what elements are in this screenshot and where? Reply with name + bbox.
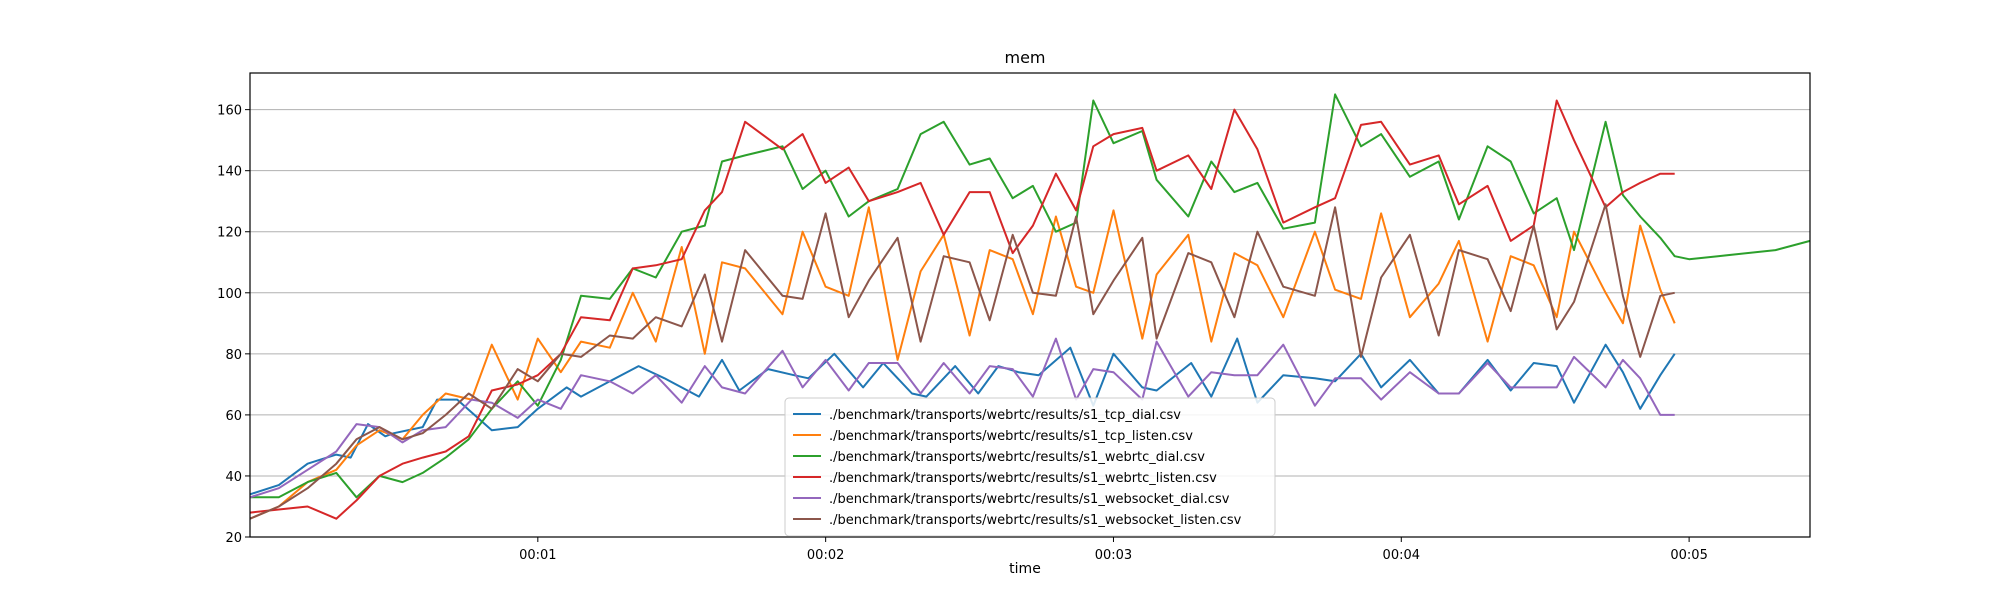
y-tick-label: 140 <box>217 165 242 180</box>
legend-box <box>784 397 1276 537</box>
y-tick-label: 40 <box>225 470 242 485</box>
x-tick-label: 00:05 <box>1670 548 1707 563</box>
legend: ./benchmark/transports/webrtc/results/s1… <box>784 397 1276 537</box>
x-tick-label: 00:01 <box>519 548 556 563</box>
legend-label-5: ./benchmark/transports/webrtc/results/s1… <box>829 492 1230 507</box>
x-tick-label: 00:02 <box>807 548 844 563</box>
legend-label-4: ./benchmark/transports/webrtc/results/s1… <box>829 471 1217 486</box>
x-axis-label: time <box>1009 561 1041 577</box>
series-line-4 <box>249 99 1675 520</box>
series-lines <box>249 93 1811 520</box>
chart-title: mem <box>1004 48 1045 67</box>
series-line-5 <box>249 337 1675 499</box>
y-tick-label: 100 <box>217 287 242 302</box>
plot-frame <box>249 72 1811 538</box>
axes: 20 40 60 80 100 120 140 160 00:01 00:02 00:03 00:04… <box>217 72 1811 563</box>
legend-label-6: ./benchmark/transports/webrtc/results/s1… <box>829 513 1242 528</box>
legend-label-1: ./benchmark/transports/webrtc/results/s1… <box>829 408 1181 423</box>
legend-label-3: ./benchmark/transports/webrtc/results/s1… <box>829 450 1205 465</box>
y-tick-label: 20 <box>225 531 242 546</box>
y-tick-label: 80 <box>225 348 242 363</box>
series-line-6 <box>249 203 1675 520</box>
y-tick-label: 60 <box>225 409 242 424</box>
x-tick-label: 00:04 <box>1383 548 1420 563</box>
x-tick-label: 00:03 <box>1095 548 1132 563</box>
y-tick-label: 160 <box>217 104 242 119</box>
y-tick-label: 120 <box>217 226 242 241</box>
legend-label-2: ./benchmark/transports/webrtc/results/s1… <box>829 429 1193 444</box>
